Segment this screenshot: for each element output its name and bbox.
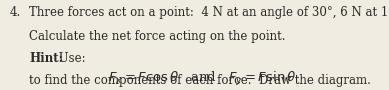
Text: Hint:: Hint: bbox=[29, 52, 63, 65]
Text: $F_x = F\cos\theta$   and   $F_y = F\sin\theta$: $F_x = F\cos\theta$ and $F_y = F\sin\the… bbox=[108, 70, 296, 88]
Text: 4.: 4. bbox=[10, 6, 21, 19]
Text: Calculate the net force acting on the point.: Calculate the net force acting on the po… bbox=[29, 30, 286, 43]
Text: Use:: Use: bbox=[55, 52, 86, 65]
Text: to find the components of each force.  Draw the diagram.: to find the components of each force. Dr… bbox=[29, 74, 371, 87]
Text: Three forces act on a point:  4 N at an angle of 30°, 6 N at 120°, and 5 N at 21: Three forces act on a point: 4 N at an a… bbox=[29, 6, 389, 19]
